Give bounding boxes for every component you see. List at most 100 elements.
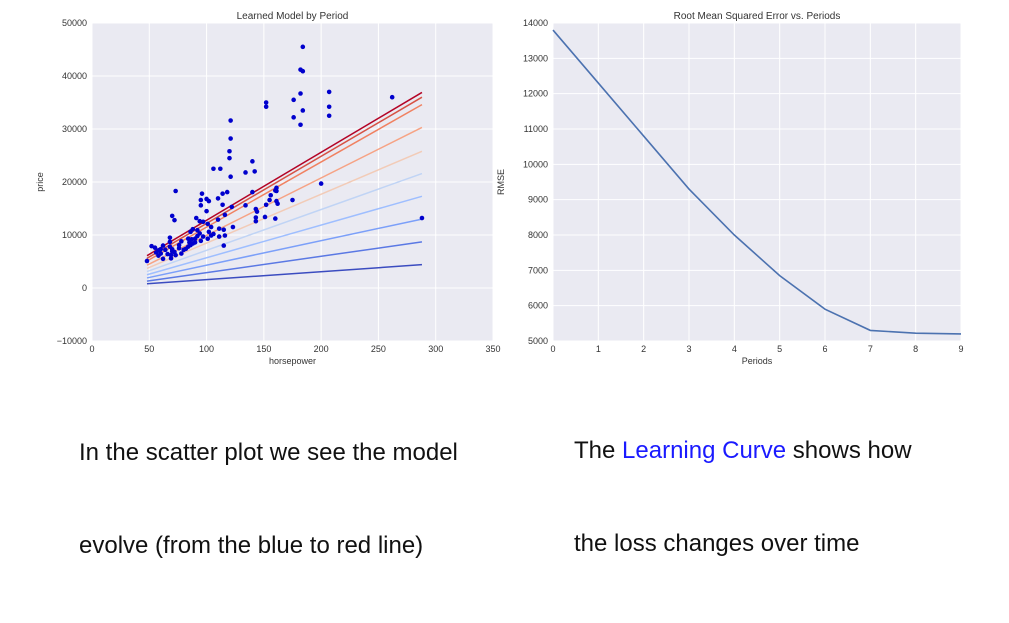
model-line (146, 218, 423, 279)
y-tick-label: 5000 (528, 336, 548, 346)
data-point (220, 202, 225, 208)
learning-curve-link[interactable]: Learning Curve (622, 437, 787, 464)
data-point (173, 252, 178, 258)
data-point (206, 198, 212, 204)
data-point (318, 181, 324, 186)
rmse-chart: 0 1 2 3 4 5 6 7 8 9 5000 6000 7000 8000 9000 10000 11000… (496, 11, 964, 366)
data-point (253, 218, 259, 224)
y-tick-label: 40000 (62, 71, 87, 81)
data-point (208, 224, 214, 230)
data-point (199, 191, 205, 196)
data-point (168, 256, 174, 261)
data-point (250, 159, 255, 164)
data-point (200, 219, 206, 225)
data-point (169, 213, 175, 219)
rmse-gridlines (552, 22, 962, 342)
data-point (229, 204, 235, 210)
data-point (275, 201, 280, 207)
data-point (168, 252, 174, 258)
data-point (215, 196, 221, 201)
data-point (172, 217, 177, 223)
y-tick-label: 13000 (523, 53, 548, 63)
data-point (227, 155, 232, 161)
data-point (160, 256, 166, 262)
data-point (149, 243, 154, 249)
data-point (160, 243, 166, 248)
data-point (176, 242, 182, 248)
data-point (228, 136, 233, 141)
caption-suffix: shows how (786, 437, 912, 464)
data-point (211, 166, 216, 172)
y-tick-label: 0 (82, 283, 87, 293)
data-point (218, 166, 223, 172)
learning-curve-caption: The Learning Curve shows how the loss ch… (574, 373, 912, 621)
model-line (146, 195, 423, 276)
data-point (291, 115, 296, 120)
x-tick-label: 9 (958, 344, 963, 354)
data-point (290, 197, 295, 203)
x-tick-label: 1 (596, 344, 601, 354)
data-point (198, 197, 204, 203)
data-point (300, 44, 306, 50)
data-point (273, 216, 278, 221)
y-tick-label: 11000 (524, 124, 548, 134)
data-point (193, 215, 199, 221)
x-tick-label: 0 (89, 344, 94, 354)
data-point (298, 122, 303, 128)
data-point (222, 212, 228, 218)
data-point (192, 240, 198, 245)
data-point (291, 97, 296, 103)
x-tick-label: 350 (485, 344, 500, 354)
y-tick-label: 10000 (523, 159, 548, 169)
x-tick-label: 7 (868, 344, 873, 354)
data-point (228, 118, 233, 123)
data-point (152, 245, 158, 251)
scatter-gridlines (91, 22, 494, 342)
y-tick-label: 50000 (62, 18, 87, 28)
data-point (263, 104, 269, 110)
scatter-y-axis-label: price (35, 172, 45, 192)
data-point (220, 191, 225, 196)
data-point (216, 234, 222, 239)
rmse-y-axis-label: RMSE (496, 169, 506, 195)
data-point (227, 148, 232, 154)
data-point (419, 215, 425, 221)
data-point (326, 113, 332, 119)
data-point (211, 231, 216, 237)
x-tick-label: 4 (732, 344, 737, 354)
y-tick-label: 10000 (62, 230, 87, 240)
data-point (158, 247, 164, 252)
data-point (221, 227, 227, 232)
x-tick-label: 150 (256, 344, 271, 354)
y-tick-label: 9000 (528, 195, 548, 205)
model-line (146, 103, 423, 262)
model-line (146, 263, 423, 285)
rmse-plot-area (553, 23, 961, 341)
data-point (254, 209, 260, 214)
data-point (204, 208, 209, 214)
rmse-chart-title: Root Mean Squared Error vs. Periods (674, 11, 841, 22)
y-tick-label: 7000 (528, 265, 548, 275)
data-point (228, 174, 233, 179)
data-point (163, 247, 168, 253)
y-tick-label: 20000 (62, 177, 87, 187)
data-point (230, 224, 236, 230)
plots-canvas: 0 50 100 150 200 250 300 350−100000100002000030… (35, 11, 964, 366)
data-point (167, 235, 173, 240)
data-point (200, 234, 206, 239)
data-point (252, 169, 257, 174)
x-tick-label: 100 (199, 344, 214, 354)
x-tick-label: 0 (550, 344, 555, 354)
data-point (158, 251, 164, 256)
x-tick-label: 200 (314, 344, 329, 354)
model-line (146, 172, 423, 273)
data-point (205, 236, 211, 242)
data-point (197, 218, 202, 224)
y-tick-label: 30000 (62, 124, 87, 134)
data-point (198, 203, 204, 208)
scatter-caption-line-2: evolve (from the blue to red line) (79, 532, 424, 559)
y-tick-label: −10000 (57, 336, 87, 346)
data-point (300, 68, 306, 74)
scatter-chart: 0 50 100 150 200 250 300 350−100000100002000030… (35, 11, 501, 366)
data-point (224, 189, 230, 195)
